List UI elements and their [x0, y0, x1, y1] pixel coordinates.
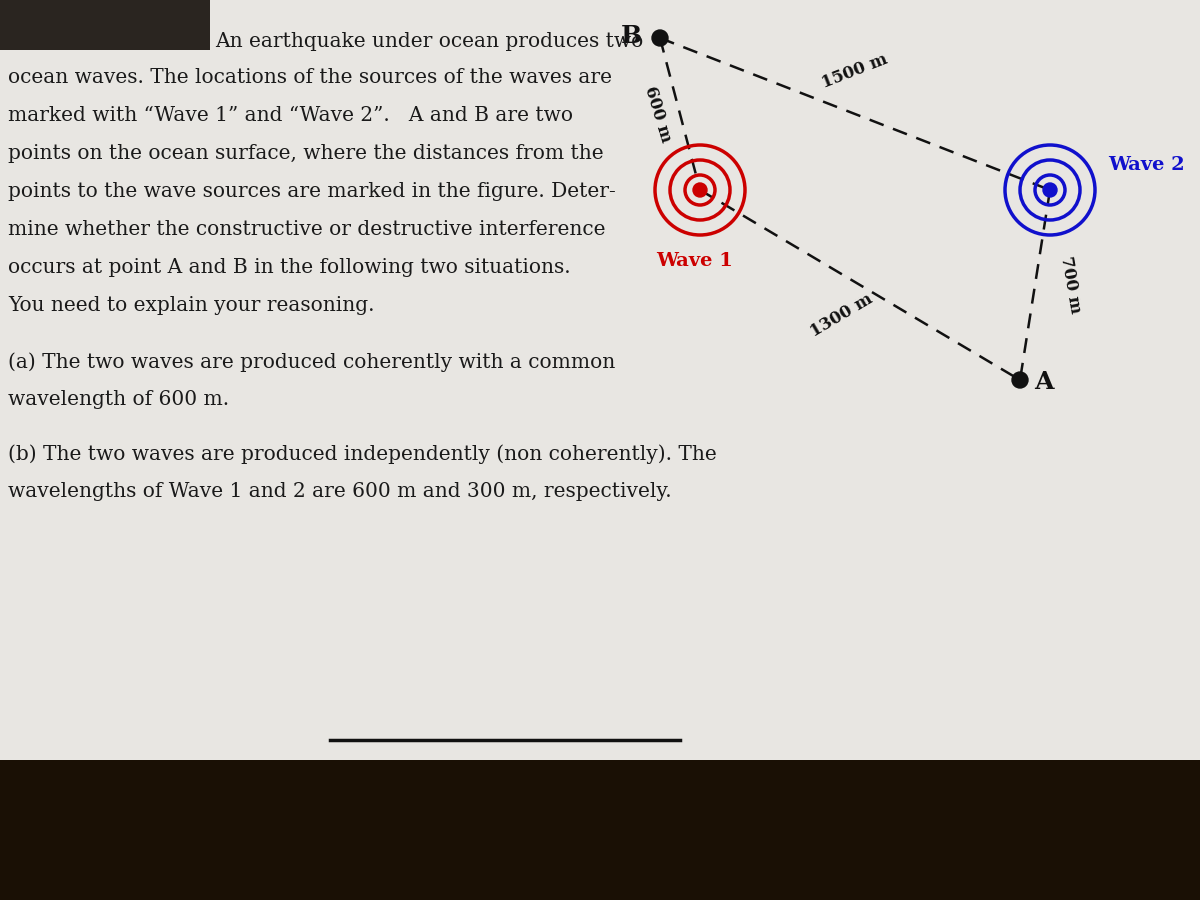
Circle shape: [652, 30, 668, 46]
Text: points on the ocean surface, where the distances from the: points on the ocean surface, where the d…: [8, 144, 604, 163]
Text: marked with “Wave 1” and “Wave 2”.   A and B are two: marked with “Wave 1” and “Wave 2”. A and…: [8, 106, 574, 125]
Text: Wave 2: Wave 2: [1108, 156, 1184, 174]
Text: An earthquake under ocean produces two: An earthquake under ocean produces two: [215, 32, 643, 51]
Text: mine whether the constructive or destructive interference: mine whether the constructive or destruc…: [8, 220, 606, 239]
Text: wavelength of 600 m.: wavelength of 600 m.: [8, 390, 229, 409]
Text: (a) The two waves are produced coherently with a common: (a) The two waves are produced coherentl…: [8, 352, 616, 372]
Text: 600 m: 600 m: [642, 84, 674, 144]
Circle shape: [694, 183, 707, 197]
Text: Wave 1: Wave 1: [656, 252, 733, 270]
Text: points to the wave sources are marked in the figure. Deter-: points to the wave sources are marked in…: [8, 182, 616, 201]
Text: (b) The two waves are produced independently (non coherently). The: (b) The two waves are produced independe…: [8, 444, 716, 464]
Text: ocean waves. The locations of the sources of the waves are: ocean waves. The locations of the source…: [8, 68, 612, 87]
Text: 1300 m: 1300 m: [808, 290, 876, 340]
Bar: [0, 0, 1200, 760]
Bar: [0, 0, 210, 50]
Text: 700 m: 700 m: [1057, 255, 1084, 315]
Text: A: A: [1034, 370, 1054, 394]
Text: wavelengths of Wave 1 and 2 are 600 m and 300 m, respectively.: wavelengths of Wave 1 and 2 are 600 m an…: [8, 482, 672, 501]
Circle shape: [1012, 372, 1028, 388]
Text: B: B: [620, 24, 642, 48]
Text: 1500 m: 1500 m: [820, 51, 890, 92]
Circle shape: [1043, 183, 1057, 197]
Bar: [0, 760, 1200, 900]
Text: You need to explain your reasoning.: You need to explain your reasoning.: [8, 296, 374, 315]
Text: occurs at point A and B in the following two situations.: occurs at point A and B in the following…: [8, 258, 571, 277]
